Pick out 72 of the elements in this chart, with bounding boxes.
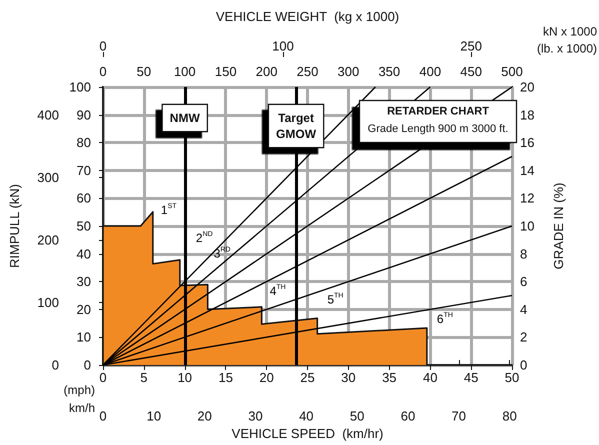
y3-axis-title: RIMPULL (kN) bbox=[7, 184, 22, 268]
x-tick-label: 0 bbox=[99, 370, 107, 385]
text: 80 bbox=[502, 408, 517, 424]
y-tick-label: 20 bbox=[76, 302, 91, 317]
y-tick-label: 70 bbox=[76, 162, 91, 178]
y-tick-label: 10 bbox=[76, 330, 91, 345]
y3-tick-label: 300 bbox=[37, 170, 59, 185]
x2-tick-label: 200 bbox=[256, 64, 278, 79]
x2-tick-label: 250 bbox=[296, 64, 318, 79]
text: 0 bbox=[99, 38, 107, 54]
y-tick-label: 80 bbox=[76, 135, 91, 150]
text: 10 bbox=[146, 408, 162, 424]
text: km/h bbox=[68, 401, 95, 415]
x-tick-label: 20 bbox=[259, 370, 274, 385]
y3-tick-label: 400 bbox=[37, 108, 59, 122]
text: 50 bbox=[350, 408, 364, 424]
y3-tick-label: 0 bbox=[52, 358, 59, 372]
y2-tick-label: 4 bbox=[520, 302, 528, 317]
y2-axis-title: GRADE IN (%) bbox=[551, 182, 566, 270]
x2-tick-label: 400 bbox=[419, 64, 442, 79]
y2-tick-label: 2 bbox=[520, 330, 528, 345]
text: 30 bbox=[248, 408, 263, 424]
x2-tick-label: 500 bbox=[501, 64, 523, 79]
y-tick-label: 0 bbox=[84, 358, 91, 372]
y-tick-label: 50 bbox=[76, 218, 91, 234]
text: RETARDER CHART bbox=[387, 106, 490, 118]
y-tick-label: 40 bbox=[76, 246, 91, 262]
x2-tick-label: 0 bbox=[99, 64, 107, 79]
text: Grade Length 900 m 3000 ft. bbox=[368, 123, 508, 135]
x-tick-label: 5 bbox=[140, 370, 148, 385]
x-tick-label: 15 bbox=[218, 370, 233, 385]
x-tick-label: 25 bbox=[300, 370, 315, 385]
y-tick-label: 30 bbox=[76, 274, 91, 290]
x2-tick-label: 350 bbox=[378, 64, 400, 79]
x2-axis-title: VEHICLE WEIGHT (kg x 1000) bbox=[216, 9, 400, 24]
text: 250 bbox=[460, 38, 482, 54]
y-tick-label: 90 bbox=[76, 107, 91, 122]
text: 40 bbox=[299, 408, 314, 424]
y2-tick-label: 12 bbox=[520, 190, 534, 206]
text: 70 bbox=[452, 408, 466, 424]
x-tick-label: 40 bbox=[422, 370, 438, 385]
y-tick-label: 100 bbox=[69, 80, 91, 94]
y3-tick-label: 100 bbox=[37, 295, 59, 310]
x2-tick-label: 150 bbox=[214, 64, 237, 79]
x-tick-label: 50 bbox=[504, 370, 520, 385]
text: kN x 1000 (lb. x 1000) bbox=[536, 24, 598, 56]
x-tick-label: 45 bbox=[464, 370, 478, 385]
text: 20 bbox=[197, 408, 212, 424]
ref-line-label: NMW bbox=[170, 111, 200, 125]
text: 60 bbox=[400, 408, 416, 424]
ref-line-label: Target GMOW bbox=[276, 111, 317, 141]
x2-tick-label: 450 bbox=[460, 64, 482, 79]
y2-tick-label: 16 bbox=[520, 135, 534, 150]
text: 0 bbox=[99, 408, 107, 424]
x2-tick-label: 50 bbox=[136, 64, 152, 79]
y2-tick-label: 10 bbox=[520, 218, 534, 234]
y2-tick-label: 14 bbox=[520, 162, 534, 178]
y2-tick-label: 20 bbox=[520, 80, 534, 94]
text: (mph) bbox=[64, 383, 95, 397]
y3-tick-label: 200 bbox=[37, 232, 59, 248]
x-axis-title: VEHICLE SPEED (km/hr) bbox=[232, 426, 384, 441]
y2-tick-label: 6 bbox=[520, 274, 528, 290]
y2-tick-label: 0 bbox=[520, 358, 528, 372]
y2-tick-label: 18 bbox=[520, 107, 534, 122]
x-tick-label: 30 bbox=[341, 370, 356, 385]
x2-tick-label: 100 bbox=[174, 64, 196, 79]
y2-tick-label: 8 bbox=[520, 246, 528, 262]
x2-tick-label: 300 bbox=[338, 64, 360, 79]
x-tick-label: 35 bbox=[382, 370, 397, 385]
y-tick-label: 60 bbox=[76, 190, 91, 206]
text: 100 bbox=[272, 38, 294, 54]
x-tick-label: 10 bbox=[178, 370, 192, 385]
